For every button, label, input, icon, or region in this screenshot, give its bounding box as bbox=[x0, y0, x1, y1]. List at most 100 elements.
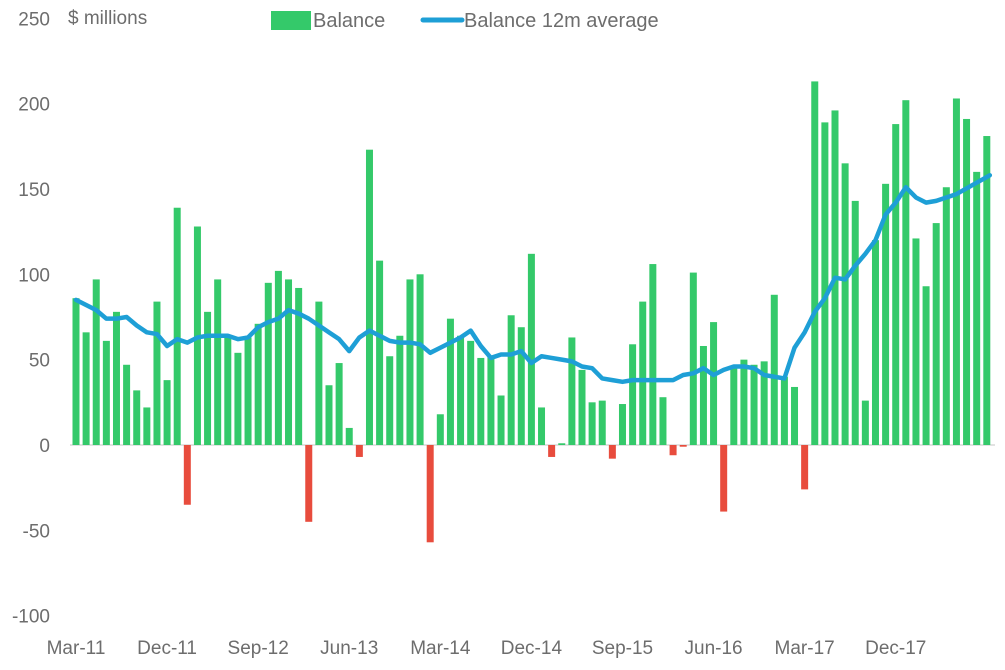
balance-bar bbox=[659, 397, 667, 445]
y-tick-label: -100 bbox=[12, 607, 50, 628]
balance-bar bbox=[952, 98, 960, 445]
balance-bar bbox=[123, 364, 131, 445]
y-tick-label: 250 bbox=[18, 9, 50, 30]
balance-bar bbox=[72, 298, 80, 445]
balance-bar bbox=[163, 380, 171, 445]
balance-bar bbox=[315, 301, 323, 445]
balance-bar bbox=[730, 366, 738, 445]
balance-bar bbox=[942, 187, 950, 446]
balance-12m-average-line bbox=[73, 173, 993, 385]
balance-bar bbox=[264, 282, 272, 445]
balance-bar bbox=[305, 445, 313, 522]
balance-bar bbox=[538, 407, 546, 445]
legend-label-balance-12m-average: Balance 12m average bbox=[464, 10, 659, 32]
balance-bar bbox=[720, 445, 728, 512]
balance-bar bbox=[82, 332, 90, 445]
balance-bar bbox=[892, 124, 900, 445]
balance-bar bbox=[912, 238, 920, 445]
balance-bar bbox=[699, 345, 707, 445]
balance-bar bbox=[780, 376, 788, 445]
balance-bar bbox=[92, 279, 100, 445]
balance-bar bbox=[922, 286, 930, 445]
balance-bar bbox=[204, 311, 212, 445]
y-tick-label: 100 bbox=[18, 265, 50, 286]
balance-bar bbox=[598, 400, 606, 445]
x-tick-label: Jun-13 bbox=[320, 638, 378, 659]
balance-bar bbox=[750, 364, 758, 445]
balance-bar bbox=[497, 395, 505, 445]
x-tick-label: Mar-17 bbox=[775, 638, 835, 659]
line-layer bbox=[73, 173, 993, 385]
x-tick-label: Dec-17 bbox=[865, 638, 926, 659]
x-tick-label: Dec-14 bbox=[501, 638, 563, 659]
balance-bar bbox=[487, 356, 495, 445]
balance-bar bbox=[153, 301, 161, 445]
balance-bar bbox=[325, 385, 333, 445]
balance-bar bbox=[406, 279, 414, 445]
balance-bar bbox=[365, 149, 373, 445]
balance-bar bbox=[902, 100, 910, 445]
x-axis: Mar-11 Dec-11 Sep-12 Jun-13 Mar-14 Dec-14 Sep-… bbox=[47, 638, 927, 659]
y-tick-label: 50 bbox=[29, 351, 50, 372]
legend-swatch-balance bbox=[271, 11, 311, 30]
x-tick-label: Mar-14 bbox=[410, 638, 471, 659]
balance-bar bbox=[183, 445, 191, 505]
balance-bar bbox=[629, 344, 637, 445]
balance-bar bbox=[244, 337, 252, 445]
balance-bar bbox=[871, 240, 879, 445]
y-axis: 250 200 150 100 50 0 -50 -100 bbox=[12, 9, 50, 627]
balance-bar bbox=[608, 445, 616, 459]
balance-bar bbox=[882, 183, 890, 445]
balance-bar bbox=[527, 253, 535, 445]
balance-bar bbox=[376, 260, 384, 445]
balance-bar bbox=[224, 337, 232, 445]
balance-bar bbox=[355, 445, 363, 457]
balance-bar bbox=[710, 322, 718, 445]
y-tick-label: -50 bbox=[23, 521, 50, 542]
balance-bar bbox=[426, 445, 434, 543]
balance-bar bbox=[274, 270, 282, 445]
balance-bar bbox=[457, 335, 465, 445]
balance-bar bbox=[112, 311, 120, 445]
balance-bar bbox=[689, 272, 697, 445]
y-tick-label: 200 bbox=[18, 95, 50, 116]
balance-bar bbox=[285, 279, 293, 445]
balance-bar bbox=[861, 400, 869, 445]
balance-bar bbox=[467, 340, 475, 445]
balance-bar bbox=[568, 337, 576, 445]
balance-bar bbox=[234, 352, 242, 445]
balance-bar bbox=[335, 363, 343, 445]
balance-bar bbox=[133, 390, 141, 445]
balance-bar bbox=[446, 318, 454, 445]
x-tick-label: Jun-16 bbox=[685, 638, 743, 659]
balance-bar bbox=[507, 315, 515, 445]
balance-bar bbox=[760, 361, 768, 445]
balance-bar bbox=[588, 402, 596, 445]
balance-bar bbox=[396, 335, 404, 445]
balance-bar bbox=[254, 323, 262, 445]
balance-bar bbox=[963, 118, 971, 446]
balance-bar bbox=[102, 340, 110, 445]
balance-bar bbox=[973, 171, 981, 445]
bars-layer bbox=[72, 81, 991, 543]
balance-bar bbox=[295, 287, 303, 445]
x-tick-label: Sep-15 bbox=[592, 638, 653, 659]
y-tick-label: 0 bbox=[39, 436, 50, 457]
balance-bar bbox=[770, 294, 778, 445]
balance-bar bbox=[386, 356, 394, 445]
balance-bar bbox=[649, 264, 657, 445]
balance-bar bbox=[618, 404, 626, 445]
balance-bar bbox=[811, 81, 819, 445]
y-tick-label: 150 bbox=[18, 180, 50, 201]
y-axis-unit-label: $ millions bbox=[68, 8, 147, 29]
x-tick-label: Dec-11 bbox=[137, 638, 197, 659]
balance-bar bbox=[740, 359, 748, 445]
balance-bar bbox=[548, 445, 556, 457]
balance-bar bbox=[851, 200, 859, 445]
balance-bar bbox=[679, 445, 687, 447]
balance-bar bbox=[558, 443, 566, 445]
balance-bar bbox=[345, 427, 353, 445]
balance-bar bbox=[143, 407, 151, 445]
